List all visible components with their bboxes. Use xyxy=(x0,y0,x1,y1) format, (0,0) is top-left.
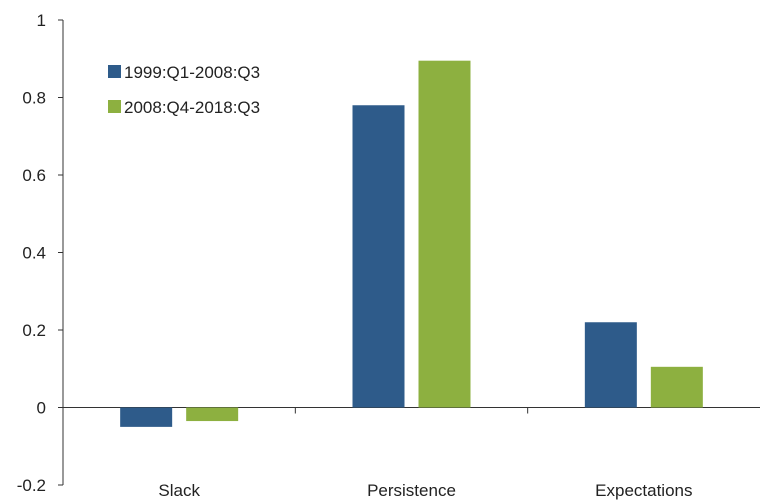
bar xyxy=(352,105,405,408)
x-tick-label: Expectations xyxy=(595,481,692,500)
bars xyxy=(120,60,703,427)
y-tick-label: 1 xyxy=(37,11,46,30)
y-tick-label: -0.2 xyxy=(17,476,46,495)
bar xyxy=(584,322,637,408)
legend-label: 1999:Q1-2008:Q3 xyxy=(124,63,260,82)
y-tick-label: 0.4 xyxy=(22,244,46,263)
legend: 1999:Q1-2008:Q3 2008:Q4-2018:Q3 xyxy=(108,63,260,117)
bar xyxy=(418,60,471,408)
legend-swatch xyxy=(108,65,121,78)
bar xyxy=(186,407,239,422)
legend-label: 2008:Q4-2018:Q3 xyxy=(124,98,260,117)
y-tick-label: 0.8 xyxy=(22,89,46,108)
tick-labels: -0.2 0 0.2 0.4 0.6 0.8 1 Slack Persistence Expect… xyxy=(17,11,693,500)
y-tick-label: 0.6 xyxy=(22,166,46,185)
axes xyxy=(58,19,760,486)
x-tick-label: Slack xyxy=(158,481,200,500)
bar xyxy=(120,407,173,427)
legend-swatch xyxy=(108,100,121,113)
y-tick-label: 0.2 xyxy=(22,321,46,340)
y-tick-label: 0 xyxy=(37,399,46,418)
bar xyxy=(650,366,703,408)
x-tick-label: Persistence xyxy=(367,481,456,500)
